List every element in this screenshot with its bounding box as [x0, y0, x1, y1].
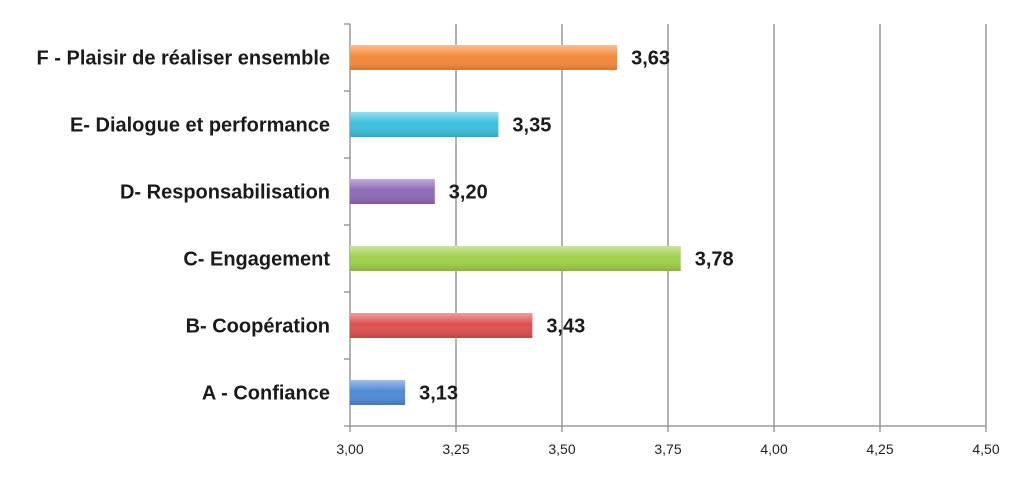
data-label: 3,35 — [512, 115, 551, 137]
x-tick-label: 3,25 — [442, 441, 469, 457]
x-tick-label: 3,50 — [548, 441, 575, 457]
x-tick-label: 4,50 — [972, 441, 999, 457]
x-tick-label: 3,00 — [336, 441, 363, 457]
category-label: A - Confiance — [202, 383, 330, 405]
bar-highlight — [350, 179, 435, 204]
x-tick-label: 4,00 — [760, 441, 787, 457]
bar-highlight — [350, 112, 499, 137]
category-label: D- Responsabilisation — [120, 182, 330, 204]
labels: 3,00 3,25 3,50 3,75 4,00 4,25 4,50 F - Plaisir … — [37, 48, 1000, 458]
category-label: B- Coopération — [186, 316, 330, 338]
category-label: F - Plaisir de réaliser ensemble — [37, 48, 330, 70]
data-label: 3,63 — [631, 48, 670, 70]
data-label: 3,43 — [546, 316, 585, 338]
axes — [344, 23, 987, 432]
bar-highlight — [350, 45, 618, 70]
category-label: E- Dialogue et performance — [70, 115, 330, 137]
gridlines — [455, 24, 987, 426]
x-tick-label: 3,75 — [654, 441, 681, 457]
data-label: 3,13 — [419, 383, 458, 405]
bar-highlight — [350, 246, 681, 271]
data-label: 3,78 — [695, 249, 734, 271]
x-tick-label: 4,25 — [866, 441, 893, 457]
category-label: C- Engagement — [183, 249, 330, 271]
bar-highlight — [350, 313, 533, 338]
bar-highlight — [350, 380, 406, 405]
data-label: 3,20 — [449, 182, 488, 204]
bars — [350, 45, 681, 405]
